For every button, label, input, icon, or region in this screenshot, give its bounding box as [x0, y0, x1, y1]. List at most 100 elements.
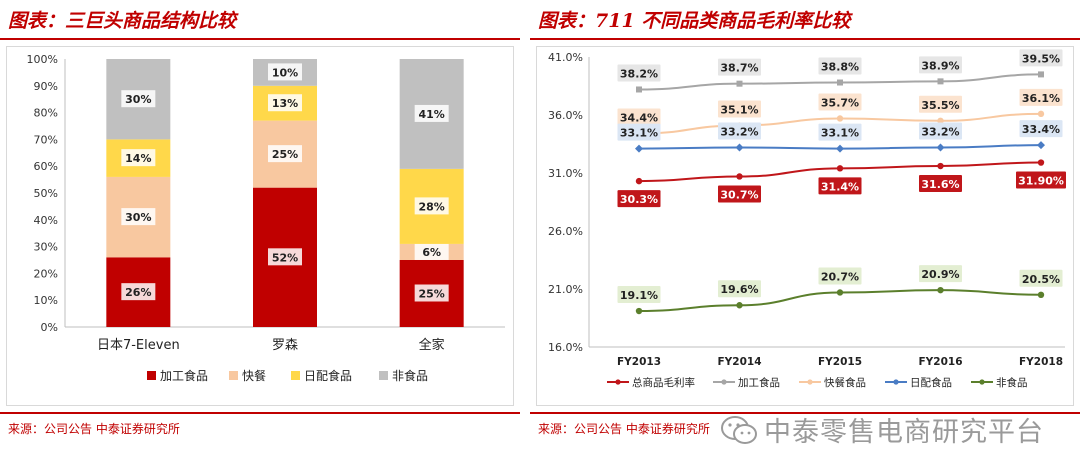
bar-data-label: 28% — [418, 200, 444, 213]
data-label-bg — [718, 100, 761, 118]
legend-swatch — [291, 371, 300, 380]
data-label-bg — [617, 123, 661, 141]
series-marker — [836, 144, 844, 153]
line-data-label: 38.8% — [821, 61, 859, 74]
bar-data-label: 30% — [125, 211, 151, 224]
data-label-bg — [718, 58, 761, 76]
legend-swatch — [379, 371, 388, 380]
line-data-label: 33.2% — [720, 125, 758, 138]
data-label-bg — [414, 104, 449, 122]
legend-label: 日配食品 — [910, 376, 952, 389]
line-data-label: 31.6% — [921, 178, 959, 191]
line-data-label: 20.9% — [921, 268, 959, 281]
legend-marker — [979, 379, 985, 385]
left-source-bar: 来源：公司公告 中泰证券研究所 — [0, 412, 520, 442]
bar-data-label: 52% — [272, 251, 298, 264]
data-label-bg — [818, 93, 862, 111]
y-tick-label: 100% — [27, 53, 58, 66]
line-data-label: 19.6% — [720, 283, 758, 296]
line-data-label: 19.1% — [620, 289, 658, 302]
series-marker — [1037, 291, 1045, 298]
x-category-label: 日本7-Eleven — [97, 338, 180, 353]
legend-label: 总商品毛利率 — [632, 376, 695, 389]
x-tick-label: FY2013 — [617, 356, 661, 368]
data-label-bg — [617, 108, 661, 126]
stacked-bar-chart-box: 0% 10% 20% 30% 40% 50% 60% 70% 80% 90% 100% 26% 30% 1… — [6, 46, 514, 406]
bar-data-label: 30% — [125, 93, 151, 106]
line-data-label: 31.90% — [1018, 175, 1064, 188]
series-marker — [635, 177, 643, 185]
series-marker — [937, 117, 944, 125]
y-tick-label: 60% — [34, 160, 58, 173]
bar-data-label: 25% — [272, 148, 298, 161]
legend-marker — [893, 379, 899, 385]
legend-swatch — [147, 371, 156, 380]
x-tick-label: FY2016 — [919, 356, 963, 368]
bar-data-label: 25% — [418, 288, 444, 301]
y-tick-label: 21.0% — [548, 283, 583, 296]
right-panel: 图表：711 不同品类商品毛利率比较 16.0% 21.0% 26.0% 31.0% 3… — [530, 0, 1080, 474]
bar-data-label: 41% — [418, 108, 444, 121]
x-tick-label: FY2014 — [718, 356, 762, 368]
data-label-bg — [414, 242, 449, 260]
series-marker — [736, 302, 743, 309]
x-tick-label: FY2015 — [818, 356, 862, 368]
right-source: 来源：公司公告 中泰证券研究所 — [538, 422, 710, 436]
legend-label: 快餐 — [242, 368, 266, 383]
y-tick-label: 10% — [34, 294, 58, 307]
legend-label: 日配食品 — [304, 368, 352, 383]
watermark: 中泰零售电商研究平台 — [764, 417, 1044, 448]
line-data-label: 33.1% — [620, 127, 658, 140]
data-label-bg — [268, 63, 302, 81]
data-label-bg — [268, 248, 302, 266]
data-label-bg — [121, 283, 156, 301]
data-label-bg — [919, 265, 962, 283]
y-tick-label: 40% — [34, 214, 58, 227]
series-marker — [937, 162, 944, 170]
data-label-bg — [617, 64, 661, 82]
data-label-bg — [1019, 88, 1063, 106]
data-label-bg — [414, 197, 449, 215]
data-label-bg — [121, 149, 156, 167]
legend-marker — [721, 379, 727, 385]
legend-label: 非食品 — [392, 368, 428, 383]
line-chart: 16.0% 21.0% 26.0% 31.0% 36.0% 41.0% FY2013 FY20… — [548, 49, 1066, 389]
series-marker — [1037, 159, 1045, 166]
right-title-bar: 图表：711 不同品类商品毛利率比较 — [530, 0, 1080, 40]
data-label-bg — [818, 267, 862, 285]
left-panel: 图表：三巨头商品结构比较 0% 10% 20% 30% 40% 50% 60% 70% 80% 9… — [0, 0, 520, 474]
y-tick-label: 41.0% — [548, 51, 583, 64]
legend-label: 快餐食品 — [824, 376, 866, 389]
series-marker — [937, 286, 944, 294]
line-data-label: 20.5% — [1022, 273, 1060, 286]
bar-data-label: 26% — [125, 286, 151, 299]
y-tick-label: 16.0% — [548, 341, 583, 354]
line-data-label: 38.9% — [921, 59, 959, 72]
legend-marker — [615, 379, 621, 385]
y-tick-label: 50% — [34, 187, 58, 200]
line-data-label: 31.4% — [821, 180, 859, 193]
bar-data-label: 14% — [125, 152, 151, 165]
line-chart-box: 16.0% 21.0% 26.0% 31.0% 36.0% 41.0% FY2013 FY20… — [536, 46, 1074, 406]
data-label-bg — [617, 286, 661, 304]
data-label-bg — [718, 122, 761, 140]
data-label-bg — [268, 94, 302, 112]
right-chart-title: 图表：711 不同品类商品毛利率比较 — [538, 10, 851, 32]
wechat-icon — [721, 416, 757, 444]
line-data-label: 30.3% — [620, 193, 658, 206]
bar-data-label: 10% — [272, 66, 298, 79]
series-marker — [1037, 110, 1045, 118]
left-source: 来源：公司公告 中泰证券研究所 — [8, 422, 180, 436]
data-label-bg — [121, 90, 156, 108]
series-marker — [735, 143, 744, 152]
data-label-bg — [818, 57, 862, 75]
x-tick-label: FY2018 — [1019, 356, 1063, 368]
line-data-label: 39.5% — [1022, 52, 1060, 65]
series-marker — [836, 289, 844, 296]
data-label-bg — [1016, 171, 1066, 189]
data-label-bg — [268, 145, 302, 163]
line-data-label: 20.7% — [821, 270, 859, 283]
data-label-bg — [718, 280, 761, 298]
data-label-bg — [919, 95, 962, 113]
y-tick-label: 30% — [34, 241, 58, 254]
